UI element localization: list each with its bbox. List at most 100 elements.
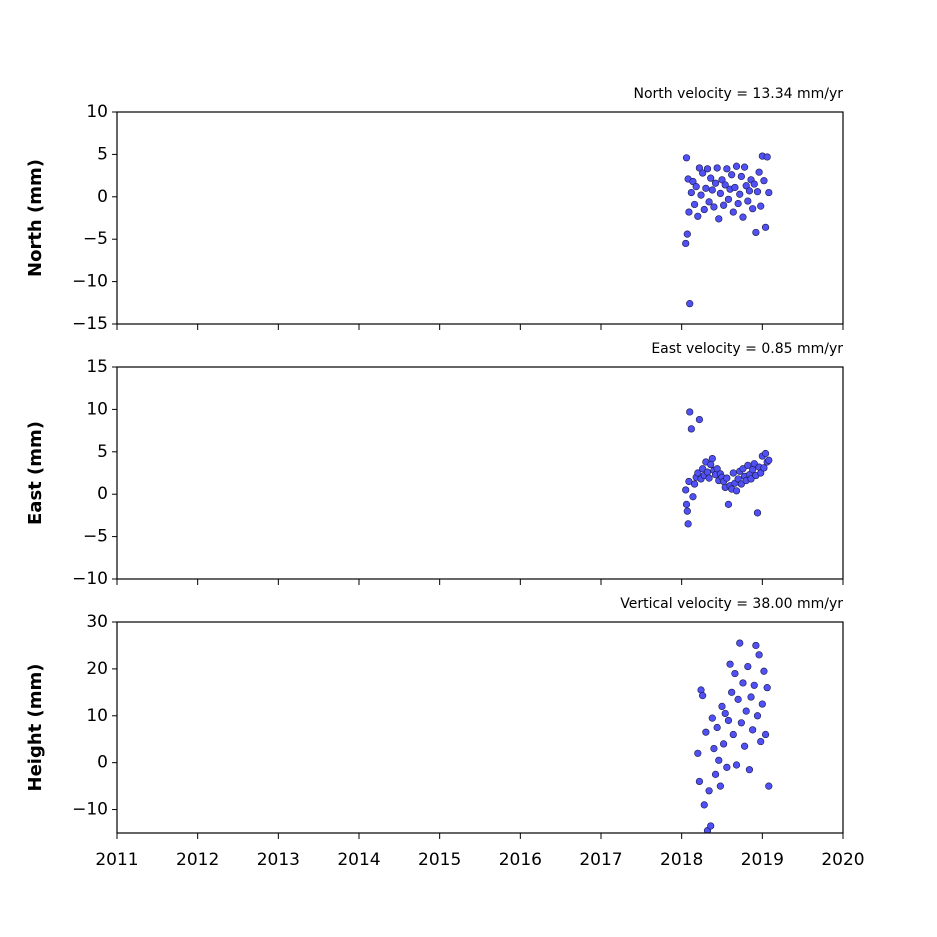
point bbox=[734, 199, 742, 208]
point bbox=[757, 737, 765, 746]
point bbox=[723, 165, 731, 173]
axes-frame bbox=[116, 366, 844, 580]
point bbox=[750, 460, 758, 468]
axes-frame bbox=[116, 621, 844, 834]
point bbox=[716, 782, 724, 790]
point bbox=[686, 300, 694, 308]
point bbox=[742, 707, 750, 715]
y-tick-label: −10 bbox=[72, 800, 108, 820]
point bbox=[724, 716, 733, 725]
panel: North velocity = 13.34 mm/yr North (mm) −1… bbox=[25, 86, 844, 334]
point bbox=[739, 213, 747, 221]
point bbox=[724, 195, 733, 203]
point bbox=[737, 480, 745, 488]
y-tick-label: 10 bbox=[86, 706, 108, 726]
point bbox=[724, 500, 733, 508]
x-tick-label: 2020 bbox=[821, 850, 864, 870]
point bbox=[697, 191, 705, 199]
point bbox=[729, 730, 737, 739]
y-tick-label: 10 bbox=[86, 102, 108, 122]
point bbox=[683, 230, 691, 238]
x-tick-label: 2018 bbox=[660, 850, 703, 870]
y-axis-label: North (mm) bbox=[25, 159, 46, 277]
point bbox=[723, 474, 731, 482]
panel-title: Vertical velocity = 38.00 mm/yr bbox=[620, 596, 843, 612]
point bbox=[683, 507, 691, 515]
point bbox=[765, 782, 773, 790]
y-tick-label: 15 bbox=[86, 357, 108, 377]
y-tick-label: −5 bbox=[83, 527, 108, 547]
point bbox=[702, 184, 710, 192]
point bbox=[708, 714, 716, 722]
point bbox=[752, 641, 760, 650]
point bbox=[760, 177, 768, 185]
y-tick-label: −10 bbox=[72, 569, 108, 589]
point bbox=[721, 709, 729, 718]
point bbox=[708, 454, 716, 463]
point bbox=[740, 742, 749, 750]
point bbox=[708, 186, 716, 194]
panel: Vertical velocity = 38.00 mm/yr Height (m… bbox=[25, 596, 865, 870]
point bbox=[736, 190, 744, 198]
y-tick-label: −5 bbox=[83, 229, 108, 249]
point bbox=[729, 208, 737, 216]
point bbox=[740, 163, 749, 171]
point bbox=[703, 468, 712, 476]
y-axis-label: Height (mm) bbox=[25, 664, 46, 792]
point bbox=[700, 205, 708, 214]
plot-area bbox=[682, 152, 773, 308]
x-tick-label: 2014 bbox=[337, 850, 380, 870]
point bbox=[699, 465, 707, 473]
point bbox=[720, 740, 728, 748]
point bbox=[734, 695, 742, 703]
point bbox=[687, 425, 695, 433]
point bbox=[707, 460, 715, 469]
point bbox=[765, 188, 773, 197]
point bbox=[707, 174, 715, 182]
point bbox=[705, 474, 713, 482]
x-tick-label: 2017 bbox=[579, 850, 622, 870]
point bbox=[682, 486, 690, 494]
point bbox=[745, 766, 754, 774]
point bbox=[747, 693, 755, 701]
point bbox=[761, 730, 770, 739]
point bbox=[713, 723, 721, 732]
point bbox=[690, 480, 699, 488]
point bbox=[732, 162, 741, 170]
point bbox=[763, 684, 771, 692]
point bbox=[686, 408, 694, 416]
point bbox=[699, 169, 707, 177]
point bbox=[721, 181, 729, 189]
point bbox=[718, 176, 726, 184]
y-tick-label: 5 bbox=[97, 442, 108, 462]
point bbox=[742, 182, 750, 190]
point bbox=[723, 763, 731, 771]
panel-title: North velocity = 13.34 mm/yr bbox=[633, 86, 843, 102]
point bbox=[687, 188, 695, 197]
y-tick-label: 20 bbox=[86, 659, 108, 679]
point bbox=[739, 679, 747, 687]
point bbox=[694, 469, 702, 477]
point bbox=[682, 154, 691, 162]
point bbox=[732, 761, 741, 769]
point bbox=[713, 465, 721, 473]
point bbox=[739, 465, 747, 473]
point bbox=[684, 520, 692, 528]
point bbox=[731, 183, 739, 192]
point bbox=[753, 509, 762, 517]
point bbox=[749, 205, 757, 213]
point bbox=[765, 456, 773, 464]
point bbox=[744, 197, 752, 205]
point bbox=[695, 415, 704, 424]
y-tick-label: −10 bbox=[72, 272, 108, 292]
point bbox=[761, 449, 770, 458]
point bbox=[757, 202, 765, 210]
point bbox=[749, 726, 757, 734]
point bbox=[749, 466, 757, 474]
point bbox=[755, 651, 763, 659]
point bbox=[761, 223, 770, 231]
point bbox=[705, 787, 713, 795]
point bbox=[694, 749, 702, 757]
point bbox=[690, 200, 699, 209]
